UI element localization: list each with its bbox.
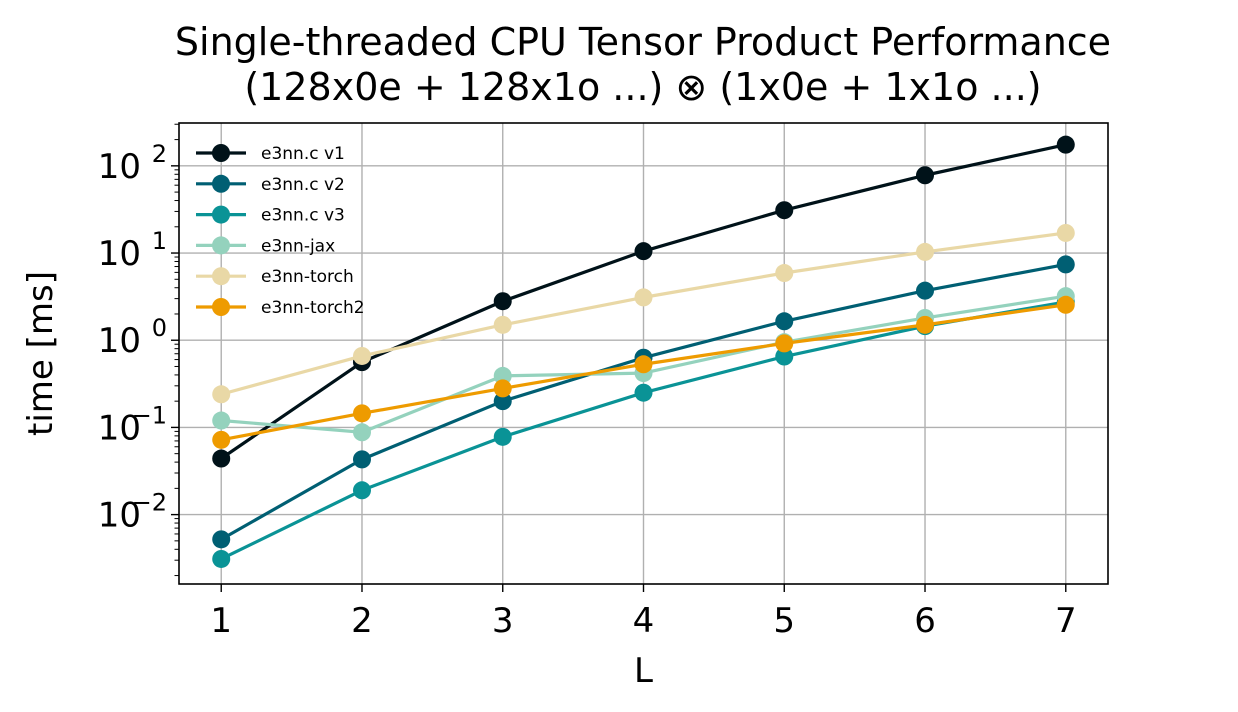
- series-6-point-4: [634, 355, 653, 374]
- x-tick-label-4: 4: [633, 601, 655, 641]
- series-6-point-1: [212, 430, 231, 449]
- chart-title: Single-threaded CPU Tensor Product Perfo…: [175, 20, 1111, 109]
- series-6: [212, 295, 1075, 449]
- legend-marker-6: [212, 298, 230, 316]
- series-6-point-5: [775, 334, 794, 353]
- y-axis-label: time [ms]: [21, 271, 61, 436]
- series-2-point-6: [916, 281, 935, 300]
- legend-marker-2: [212, 174, 230, 193]
- series-1-point-4: [634, 242, 653, 261]
- series-5-point-5: [775, 264, 794, 283]
- series-3-point-3: [493, 427, 512, 446]
- x-tick-label-5: 5: [773, 601, 795, 641]
- series-2-point-7: [1056, 255, 1075, 274]
- series-6-point-6: [916, 315, 935, 334]
- legend-item-5: e3nn-torch: [196, 267, 354, 287]
- series-3-point-4: [634, 383, 653, 402]
- series-3-point-5: [775, 347, 794, 366]
- series-5-point-1: [212, 385, 231, 404]
- series-5-point-3: [493, 315, 512, 334]
- series-5-point-2: [352, 346, 371, 365]
- chart-title-line-1: Single-threaded CPU Tensor Product Perfo…: [175, 20, 1111, 64]
- y-tick-exponent-4: 1: [152, 227, 167, 255]
- series-6-point-3: [493, 379, 512, 398]
- series-5-point-6: [916, 242, 935, 261]
- legend-label-1: e3nn.c v1: [261, 144, 345, 164]
- y-tick-label-5: 10: [98, 147, 141, 187]
- legend-marker-3: [212, 205, 230, 224]
- legend-marker-5: [212, 267, 230, 286]
- series-4-point-3: [493, 366, 512, 385]
- y-tick-label-3: 10: [98, 321, 141, 361]
- legend-item-1: e3nn.c v1: [196, 144, 345, 164]
- series-5: [212, 223, 1075, 404]
- x-tick-label-1: 1: [210, 601, 232, 641]
- series-2-point-2: [352, 450, 371, 469]
- legend: e3nn.c v1 e3nn.c v2 e3nn.c v3 e3nn-jax e3nn-…: [196, 144, 365, 318]
- series-6-point-2: [352, 404, 371, 423]
- y-tick-exponent-1: −2: [132, 489, 167, 517]
- series-1-point-1: [212, 449, 231, 468]
- legend-marker-4: [212, 236, 230, 255]
- x-tick-label-6: 6: [914, 601, 936, 641]
- series-1-point-5: [775, 201, 794, 220]
- legend-item-2: e3nn.c v2: [196, 174, 345, 195]
- series-1-point-7: [1056, 135, 1075, 154]
- legend-item-4: e3nn-jax: [196, 236, 335, 256]
- y-tick-exponent-3: 0: [152, 314, 167, 342]
- x-axis-label: L: [634, 651, 653, 691]
- y-tick-label-1: 10: [98, 496, 141, 536]
- series-4-point-1: [212, 411, 231, 430]
- legend-label-5: e3nn-torch: [261, 267, 354, 287]
- series-3-point-1: [212, 549, 231, 568]
- x-axis: 1 2 3 4 5 6 7: [210, 584, 1077, 641]
- series-layer: [212, 135, 1075, 568]
- series-5-point-7: [1056, 223, 1075, 242]
- x-tick-label-2: 2: [351, 601, 373, 641]
- series-2-point-5: [775, 312, 794, 331]
- y-tick-label-4: 10: [98, 234, 141, 274]
- x-tick-label-3: 3: [492, 601, 514, 641]
- legend-marker-1: [212, 144, 230, 162]
- legend-label-2: e3nn.c v2: [261, 175, 345, 195]
- series-1-point-3: [493, 292, 512, 311]
- series-2-point-3: [493, 392, 512, 411]
- y-tick-exponent-2: −1: [132, 401, 167, 429]
- legend-label-3: e3nn.c v3: [261, 206, 345, 226]
- legend-item-3: e3nn.c v3: [196, 205, 345, 226]
- series-3-point-2: [352, 481, 371, 500]
- series-1-point-6: [916, 166, 935, 185]
- y-tick-exponent-5: 2: [152, 140, 167, 168]
- series-5-point-4: [634, 288, 653, 307]
- chart-title-line-2: (128x0e + 128x1o ...) ⊗ (1x0e + 1x1o ...…: [244, 65, 1041, 109]
- series-6-point-7: [1056, 295, 1075, 314]
- y-tick-label-2: 10: [98, 408, 141, 448]
- legend-label-4: e3nn-jax: [261, 236, 335, 256]
- series-2-point-1: [212, 530, 231, 549]
- legend-label-6: e3nn-torch2: [261, 298, 365, 318]
- series-4-point-2: [352, 423, 371, 442]
- legend-item-6: e3nn-torch2: [196, 298, 365, 318]
- x-tick-label-7: 7: [1055, 601, 1077, 641]
